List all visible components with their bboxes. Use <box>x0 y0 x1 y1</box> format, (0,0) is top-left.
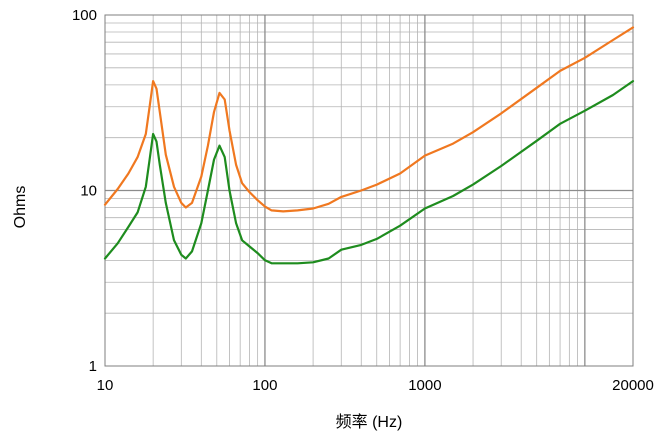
impedance-series-2-line <box>103 80 635 265</box>
x-tick-label: 1000 <box>408 377 441 394</box>
x-tick-label: 100 <box>252 377 277 394</box>
x-axis-label: 频率 (Hz) <box>336 413 403 431</box>
y-tick-label: 1 <box>89 358 97 375</box>
impedance-series-1-line <box>103 26 635 213</box>
series-layer <box>103 26 635 265</box>
plot-border <box>104 14 634 367</box>
y-axis-label: Ohms <box>12 186 29 229</box>
y-tick-label: 100 <box>72 7 97 24</box>
y-tick-label: 10 <box>80 183 97 200</box>
x-tick-label: 20000 <box>612 377 654 394</box>
x-tick-label: 10 <box>97 377 114 394</box>
major-grid <box>105 15 633 366</box>
